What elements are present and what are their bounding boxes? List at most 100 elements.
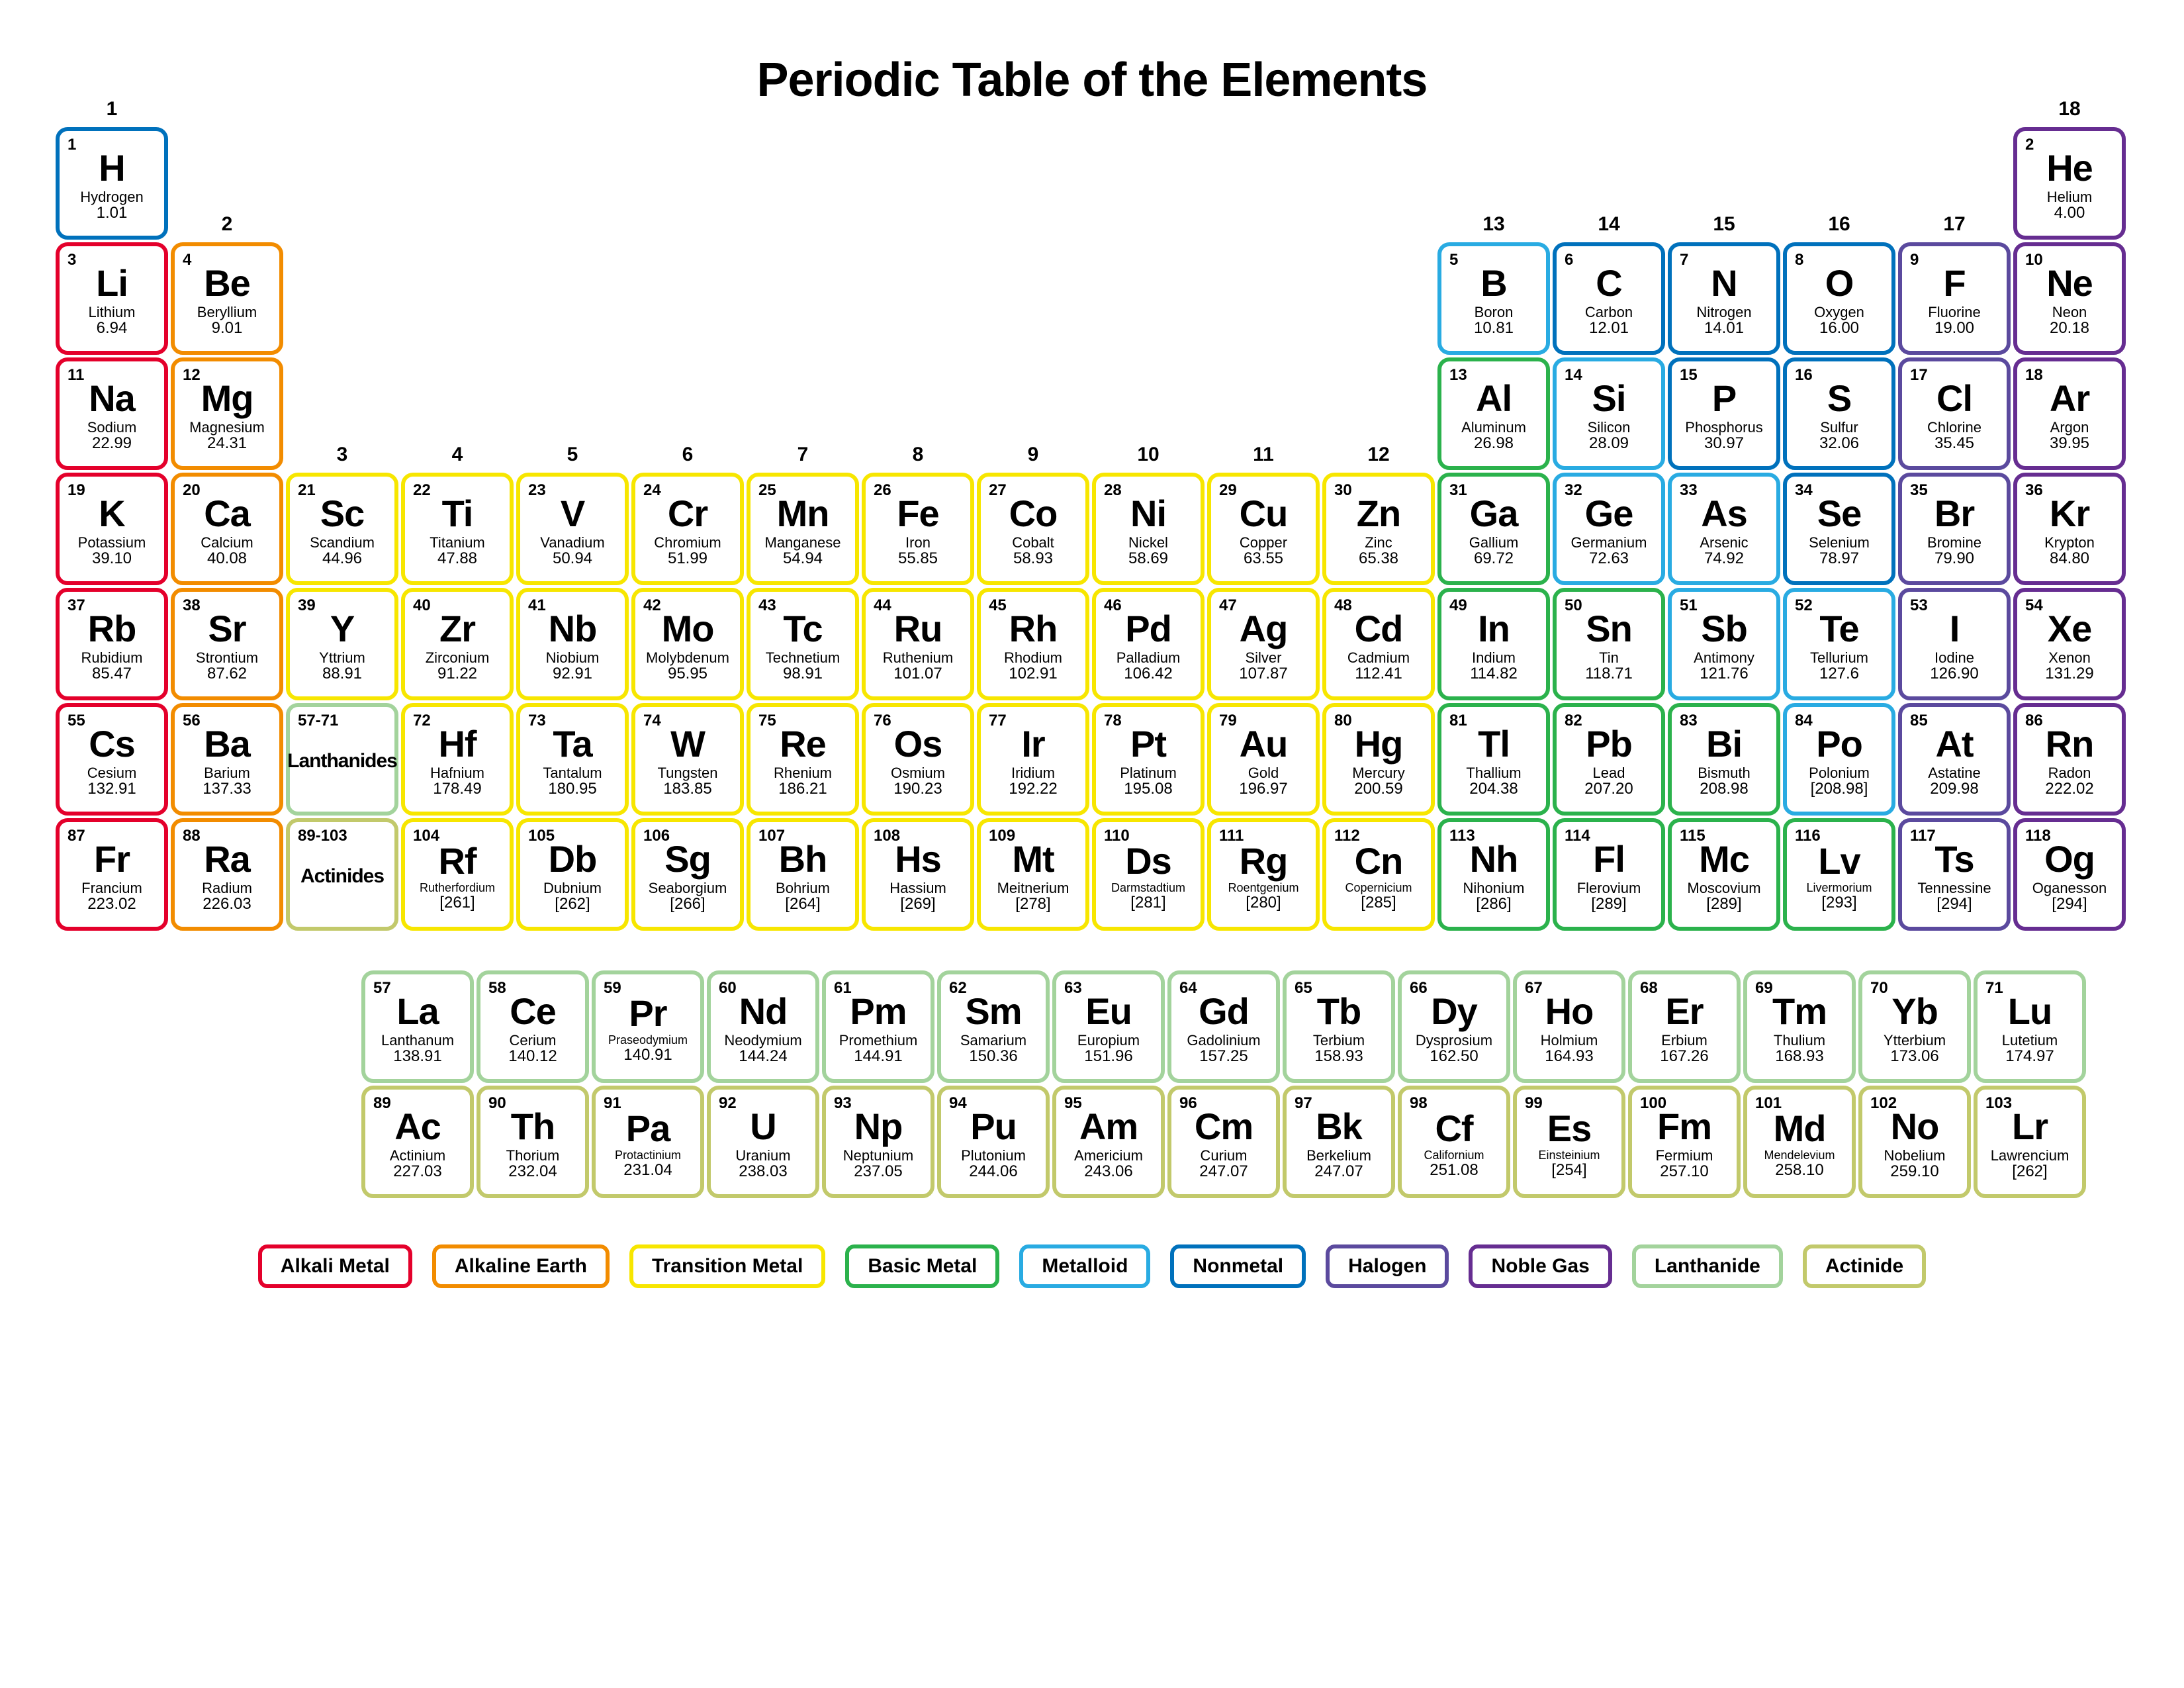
element-symbol: Bi — [1706, 725, 1742, 764]
element-symbol: Rh — [1009, 610, 1058, 649]
atomic-number: 66 — [1410, 980, 1428, 996]
element-cell-al: 13AlAluminum26.98 — [1437, 357, 1550, 470]
atomic-number: 27 — [989, 482, 1007, 498]
element-name: Vanadium — [540, 535, 604, 550]
element-name: Sulfur — [1820, 420, 1858, 435]
atomic-mass: 79.90 — [1934, 550, 1974, 567]
atomic-number: 39 — [298, 597, 316, 614]
element-name: Phosphorus — [1685, 420, 1762, 435]
column-label-8: 8 — [862, 444, 974, 470]
element-name: Gold — [1248, 765, 1279, 780]
element-name: Nitrogen — [1696, 305, 1751, 320]
element-cell-xe: 54XeXenon131.29 — [2013, 588, 2126, 700]
element-cell-bh: 107BhBohrium[264] — [747, 818, 859, 931]
atomic-number: 57 — [373, 980, 391, 996]
element-name: Hydrogen — [80, 189, 143, 205]
element-cell-cm: 96CmCurium247.07 — [1167, 1086, 1280, 1198]
atomic-mass: 63.55 — [1244, 550, 1283, 567]
element-symbol: V — [561, 494, 584, 534]
element-cell-sg: 106SgSeaborgium[266] — [631, 818, 744, 931]
atomic-number: 106 — [643, 827, 670, 844]
atomic-mass: [261] — [439, 894, 475, 911]
element-symbol: K — [99, 494, 124, 534]
element-name: Copper — [1240, 535, 1287, 550]
element-cell-co: 27CoCobalt58.93 — [977, 473, 1089, 585]
element-symbol: Fl — [1593, 840, 1625, 879]
element-name: Dysprosium — [1416, 1033, 1492, 1048]
element-symbol: H — [99, 149, 124, 188]
element-cell-mn: 25MnManganese54.94 — [747, 473, 859, 585]
atomic-number: 51 — [1680, 597, 1698, 614]
atomic-number: 44 — [874, 597, 891, 614]
element-symbol: Ta — [553, 725, 592, 764]
atomic-number: 56 — [183, 712, 201, 729]
element-cell-re: 75ReRhenium186.21 — [747, 703, 859, 816]
atomic-number: 95 — [1064, 1095, 1082, 1111]
element-name: Technetium — [766, 650, 841, 665]
element-cell-c: 6CCarbon12.01 — [1553, 242, 1665, 355]
atomic-number: 42 — [643, 597, 661, 614]
element-symbol: U — [750, 1107, 776, 1147]
atomic-mass: [262] — [555, 896, 590, 912]
atomic-number: 107 — [758, 827, 785, 844]
atomic-mass: 204.38 — [1469, 780, 1518, 797]
element-name: Nobelium — [1884, 1148, 1946, 1163]
element-cell-tc: 43TcTechnetium98.91 — [747, 588, 859, 700]
atomic-mass: 144.91 — [854, 1048, 902, 1064]
element-name: Bromine — [1927, 535, 1981, 550]
legend-metalloid: Metalloid — [1019, 1244, 1150, 1288]
element-name: Cobalt — [1012, 535, 1054, 550]
atomic-number: 93 — [834, 1095, 852, 1111]
atomic-mass: 140.91 — [623, 1047, 672, 1063]
atomic-number: 99 — [1525, 1095, 1543, 1111]
atomic-mass: 173.06 — [1890, 1048, 1938, 1064]
column-label-3: 3 — [286, 444, 398, 470]
atomic-number: 112 — [1334, 827, 1360, 844]
legend-nonmetal: Nonmetal — [1170, 1244, 1306, 1288]
atomic-mass: 207.20 — [1584, 780, 1633, 797]
element-symbol: Fm — [1657, 1107, 1711, 1147]
element-cell-be: 4BeBeryllium9.01 — [171, 242, 283, 355]
column-label-17: 17 — [1898, 213, 2011, 240]
element-name: Polonium — [1809, 765, 1870, 780]
atomic-mass: 232.04 — [508, 1163, 557, 1180]
legend-alkaline: Alkaline Earth — [432, 1244, 610, 1288]
atomic-mass: 30.97 — [1704, 435, 1744, 451]
atomic-mass: 257.10 — [1660, 1163, 1708, 1180]
atomic-mass: 259.10 — [1890, 1163, 1938, 1180]
element-name: Niobium — [546, 650, 600, 665]
atomic-number: 110 — [1104, 827, 1130, 844]
element-symbol: Yb — [1891, 992, 1938, 1031]
element-symbol: Gd — [1199, 992, 1249, 1031]
atomic-number: 41 — [528, 597, 546, 614]
element-cell-pb: 82PbLead207.20 — [1553, 703, 1665, 816]
atomic-mass: 24.31 — [207, 435, 247, 451]
element-cell-es: 99EsEinsteinium[254] — [1513, 1086, 1625, 1198]
atomic-mass: 39.10 — [92, 550, 132, 567]
legend-lanthanide: Lanthanide — [1632, 1244, 1783, 1288]
atomic-number: 2 — [2025, 136, 2034, 153]
atomic-number: 100 — [1640, 1095, 1666, 1111]
element-symbol: Ag — [1240, 610, 1288, 649]
element-symbol: Am — [1079, 1107, 1138, 1147]
element-name: Barium — [204, 765, 250, 780]
element-name: Holmium — [1541, 1033, 1598, 1048]
atomic-number: 23 — [528, 482, 546, 498]
element-cell-te: 52TeTellurium127.6 — [1783, 588, 1895, 700]
element-cell-cl: 17ClChlorine35.45 — [1898, 357, 2011, 470]
element-cell-ce: 58CeCerium140.12 — [477, 970, 589, 1083]
atomic-number: 37 — [68, 597, 85, 614]
atomic-mass: 114.82 — [1470, 665, 1518, 682]
atomic-number: 90 — [488, 1095, 506, 1111]
element-name: Platinum — [1120, 765, 1177, 780]
element-symbol: Tl — [1478, 725, 1510, 764]
element-symbol: Li — [96, 264, 128, 303]
element-name: Francium — [81, 880, 142, 896]
element-symbol: Lr — [2012, 1107, 2048, 1147]
atomic-mass: 19.00 — [1934, 320, 1974, 336]
atomic-number: 111 — [1219, 827, 1244, 844]
element-symbol: Nb — [549, 610, 597, 649]
element-symbol: Hg — [1355, 725, 1403, 764]
element-cell-tl: 81TlThallium204.38 — [1437, 703, 1550, 816]
element-cell-pa: 91PaProtactinium231.04 — [592, 1086, 704, 1198]
